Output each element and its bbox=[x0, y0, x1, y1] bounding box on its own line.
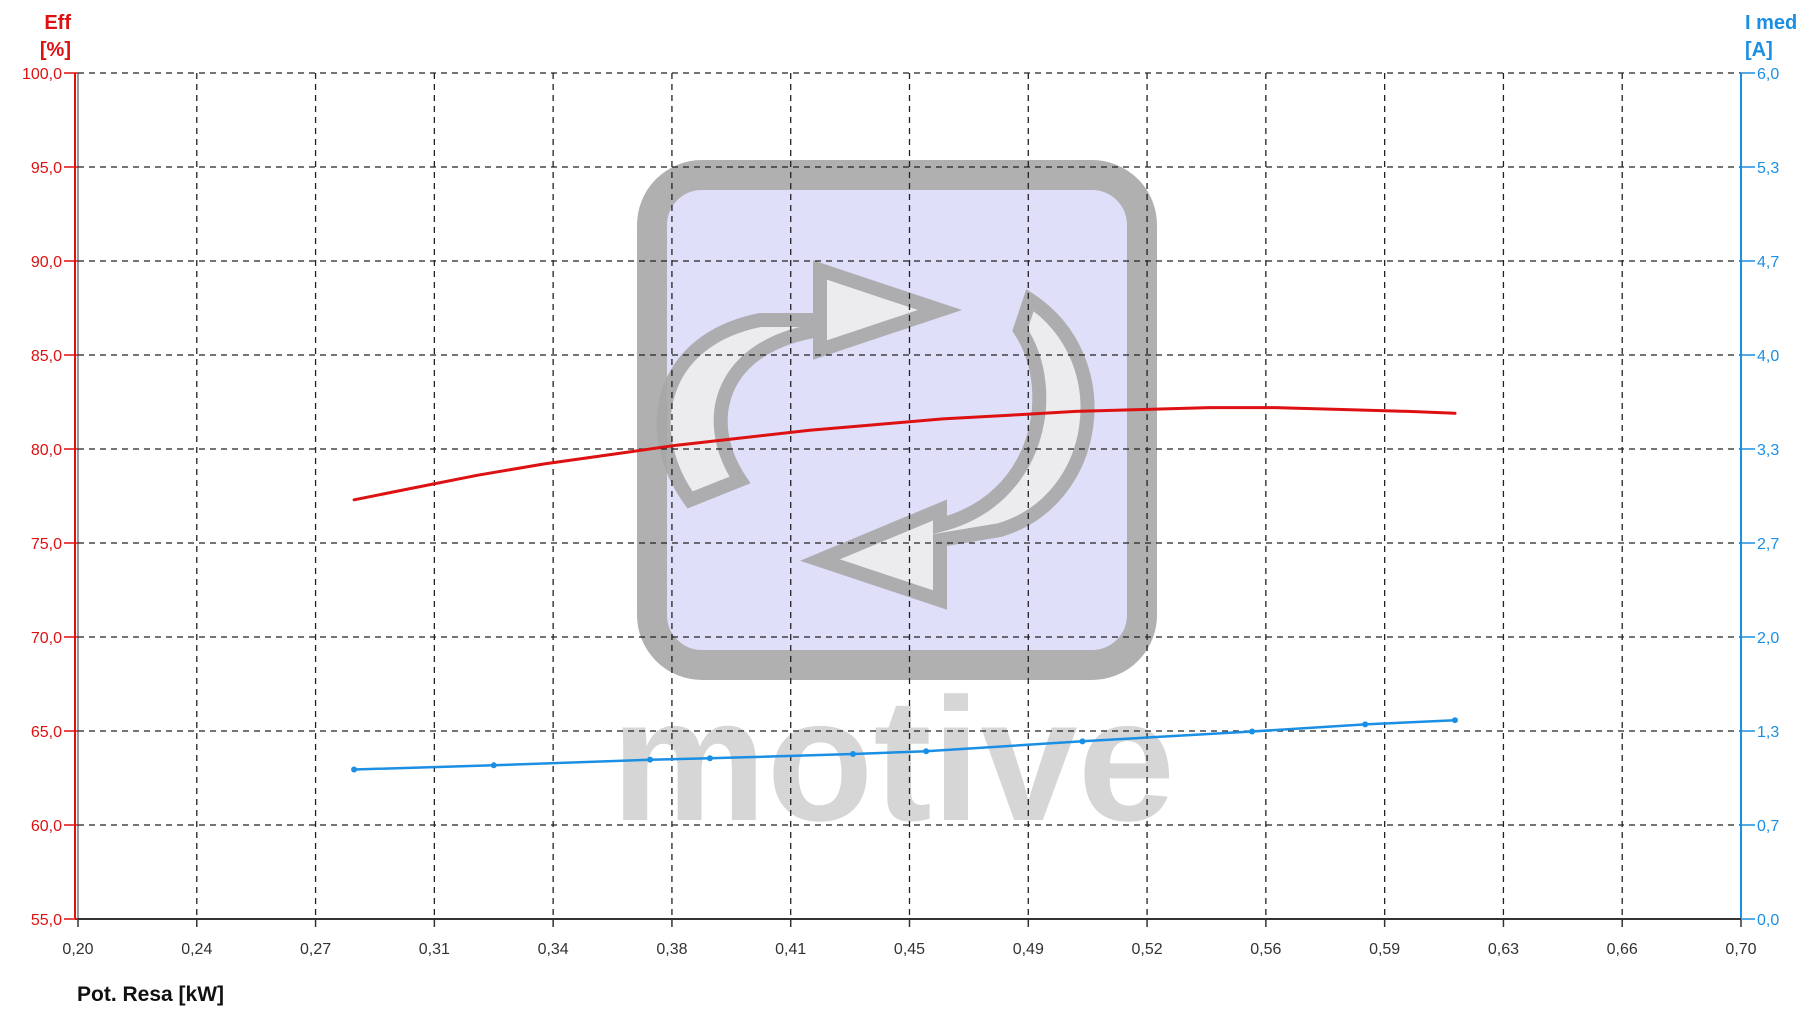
imed-point bbox=[706, 755, 713, 762]
y-left-tick-label: 90,0 bbox=[31, 254, 62, 271]
imed-line bbox=[352, 718, 1457, 771]
imed-point bbox=[1451, 717, 1458, 724]
imed-point bbox=[1362, 721, 1369, 728]
x-tick-label: 0,70 bbox=[1725, 941, 1756, 958]
imed-point bbox=[849, 751, 856, 758]
y-left-tick-label: 75,0 bbox=[31, 536, 62, 553]
right-axis-title-line2: [A] bbox=[1745, 39, 1773, 61]
x-axis-ticks: 0,20 0,24 0,27 0,31 0,34 0,38 0,41 0,45 0,49 0,52… bbox=[62, 919, 1757, 958]
x-tick-label: 0,66 bbox=[1607, 941, 1638, 958]
y-right-tick-label: 6,0 bbox=[1757, 66, 1779, 83]
y-right-tick-label: 0,7 bbox=[1757, 818, 1779, 835]
y-left-tick-label: 65,0 bbox=[31, 724, 62, 741]
eff-line bbox=[352, 406, 1457, 502]
y-right-tick-label: 0,0 bbox=[1757, 912, 1779, 929]
x-tick-label: 0,27 bbox=[300, 941, 331, 958]
y-left-tick-label: 100,0 bbox=[22, 66, 62, 83]
y-left-tick-label: 85,0 bbox=[31, 348, 62, 365]
y-left-tick-label: 55,0 bbox=[31, 912, 62, 929]
left-axis-title-line2: [%] bbox=[40, 39, 71, 61]
imed-point bbox=[1249, 728, 1256, 735]
x-tick-label: 0,63 bbox=[1488, 941, 1519, 958]
x-axis-title: Pot. Resa [kW] bbox=[77, 983, 224, 1006]
y-right-tick-label: 2,0 bbox=[1757, 630, 1779, 647]
right-axis-title-line1: I med bbox=[1745, 12, 1797, 34]
imed-point bbox=[490, 762, 497, 769]
y-left-tick-label: 60,0 bbox=[31, 818, 62, 835]
watermark-logo: motive bbox=[611, 160, 1175, 858]
series bbox=[351, 406, 1458, 773]
arrow-top-icon bbox=[656, 260, 963, 509]
x-tick-label: 0,52 bbox=[1132, 941, 1163, 958]
x-tick-label: 0,56 bbox=[1250, 941, 1281, 958]
x-tick-label: 0,31 bbox=[419, 941, 450, 958]
y-right-tick-label: 3,3 bbox=[1757, 442, 1779, 459]
x-tick-label: 0,45 bbox=[894, 941, 925, 958]
x-tick-label: 0,20 bbox=[62, 941, 93, 958]
x-tick-label: 0,41 bbox=[775, 941, 806, 958]
y-right-tick-label: 4,0 bbox=[1757, 348, 1779, 365]
x-tick-label: 0,49 bbox=[1013, 941, 1044, 958]
y-left-tick-label: 70,0 bbox=[31, 630, 62, 647]
left-axis-title-line1: Eff bbox=[44, 12, 71, 34]
y-right-tick-label: 2,7 bbox=[1757, 536, 1779, 553]
imed-point bbox=[351, 766, 358, 773]
y-left-tick-label: 80,0 bbox=[31, 442, 62, 459]
y-right-tick-label: 1,3 bbox=[1757, 724, 1779, 741]
arrow-bottom-icon bbox=[800, 289, 1095, 610]
y-right-tick-label: 4,7 bbox=[1757, 254, 1779, 271]
x-tick-label: 0,34 bbox=[538, 941, 569, 958]
right-axis-ticks: 0,0 0,7 1,3 2,0 2,7 3,3 4,0 4,7 5,3 6,0 bbox=[1741, 66, 1779, 929]
imed-point bbox=[1079, 738, 1086, 745]
grid bbox=[78, 72, 1742, 919]
imed-point bbox=[923, 748, 930, 755]
y-right-tick-label: 5,3 bbox=[1757, 160, 1779, 177]
x-tick-label: 0,59 bbox=[1369, 941, 1400, 958]
y-left-tick-label: 95,0 bbox=[31, 160, 62, 177]
watermark-text: motive bbox=[611, 663, 1175, 858]
x-tick-label: 0,38 bbox=[656, 941, 687, 958]
imed-point bbox=[647, 756, 654, 763]
left-axis-ticks: 55,0 60,0 65,0 70,0 75,0 80,0 85,0 90,0 95,0 100,… bbox=[22, 66, 78, 929]
x-tick-label: 0,24 bbox=[181, 941, 212, 958]
